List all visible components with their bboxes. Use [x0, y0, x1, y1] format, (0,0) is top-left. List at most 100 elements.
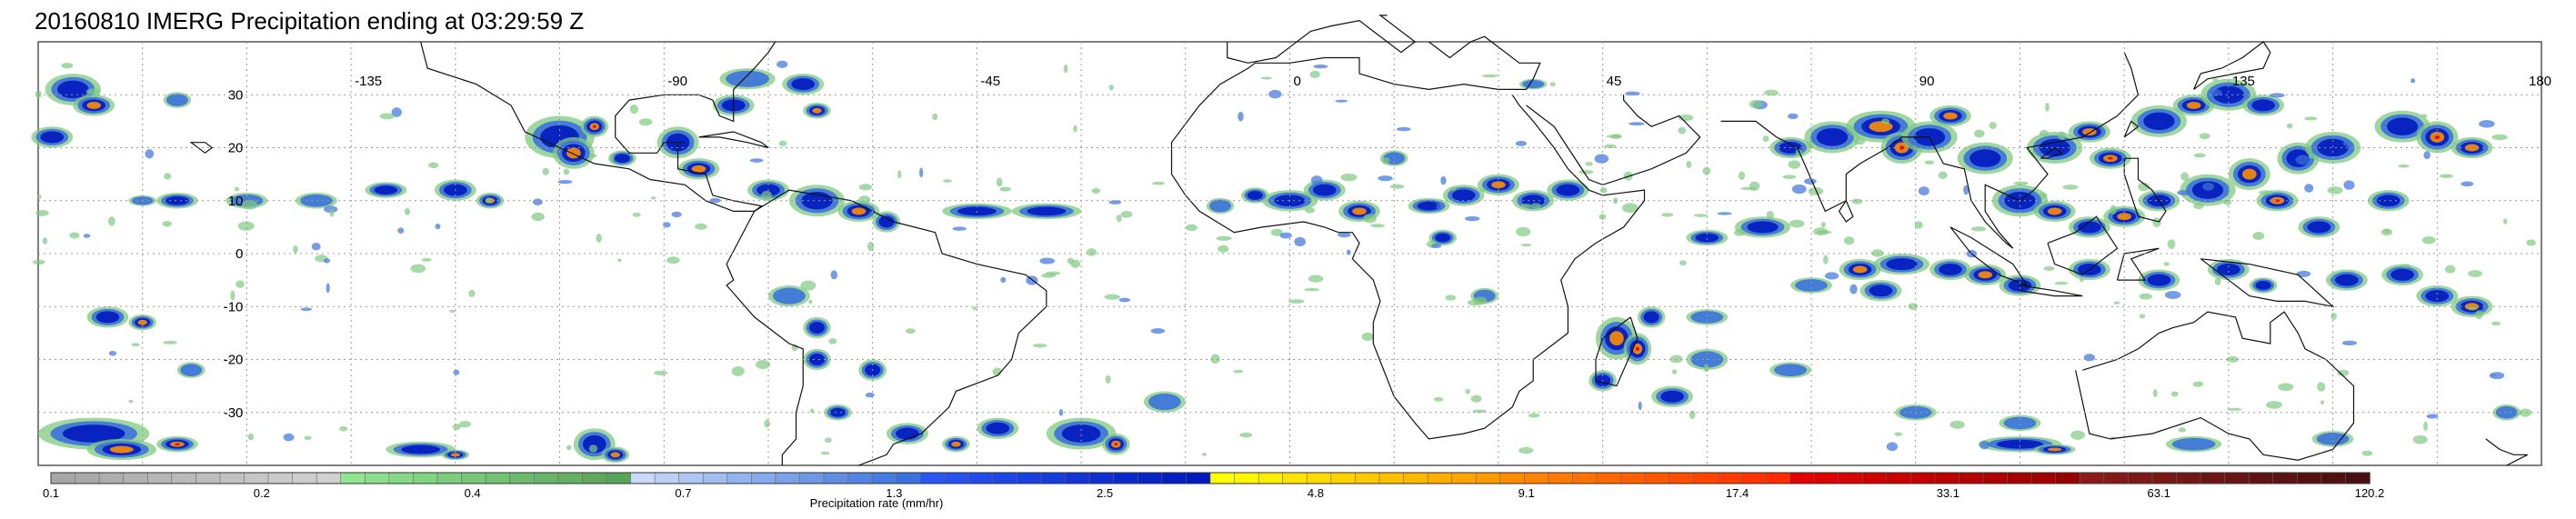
colorbar-swatch [1838, 472, 1863, 484]
colorbar-swatch [1186, 472, 1211, 484]
lat-label: 20 [228, 141, 244, 156]
colorbar-swatch [267, 472, 294, 484]
lat-label: -10 [224, 299, 244, 314]
colorbar-swatch [1982, 472, 2009, 484]
colorbar-tick-label: 120.2 [2354, 486, 2385, 500]
colorbar-title: Precipitation rate (mm/hr) [809, 496, 944, 510]
colorbar-tick-label: 2.5 [1097, 486, 1114, 500]
colorbar-swatch [1451, 472, 1477, 484]
colorbar-swatch [1475, 472, 1501, 484]
colorbar-tick-label: 17.4 [1725, 486, 1749, 500]
colorbar-swatch [2248, 472, 2274, 484]
colorbar-swatch [582, 472, 607, 484]
colorbar-swatch [630, 472, 656, 484]
colorbar-swatch [992, 472, 1018, 484]
colorbar-swatch [2128, 472, 2153, 484]
colorbar-swatch [1548, 472, 1574, 484]
colorbar-tick-label: 63.1 [2147, 486, 2170, 500]
colorbar-swatch [654, 472, 680, 484]
colorbar-swatch [2151, 472, 2178, 484]
colorbar-swatch [1330, 472, 1357, 484]
colorbar-swatch [1499, 472, 1526, 484]
lat-label: 30 [228, 87, 244, 103]
colorbar-tick-label: 1.3 [886, 486, 903, 500]
colorbar-swatch [557, 472, 584, 484]
colorbar-swatch [1282, 472, 1308, 484]
lon-label: -90 [667, 74, 687, 89]
colorbar-swatch [968, 472, 994, 484]
colorbar-swatch [1355, 472, 1380, 484]
colorbar-swatch [50, 472, 76, 484]
colorbar-swatch [1234, 472, 1259, 484]
lon-label: -45 [980, 74, 1000, 89]
lon-label: 45 [1607, 74, 1622, 89]
colorbar-tick-label: 9.1 [1518, 486, 1535, 500]
lon-label: 0 [1294, 74, 1301, 89]
colorbar-swatch [1378, 472, 1405, 484]
colorbar-swatch [388, 472, 415, 484]
colorbar-swatch [1088, 472, 1115, 484]
lon-label: 180 [2529, 74, 2551, 89]
colorbar-tick-label: 0.4 [464, 486, 481, 500]
lat-label: 0 [236, 246, 243, 262]
colorbar-swatch [1209, 472, 1236, 484]
colorbar-swatch [919, 472, 946, 484]
colorbar-swatch [509, 472, 536, 484]
lat-label: -30 [224, 405, 244, 421]
colorbar-swatch [871, 472, 897, 484]
colorbar-swatch [533, 472, 559, 484]
colorbar-swatch [1644, 472, 1670, 484]
colorbar-swatch [123, 472, 149, 484]
colorbar-swatch [2200, 472, 2226, 484]
colorbar-swatch [727, 472, 753, 484]
colorbar-swatch [2007, 472, 2032, 484]
colorbar-swatch [98, 472, 125, 484]
colorbar-swatch [2176, 472, 2201, 484]
colorbar-tick-label: 0.1 [42, 486, 60, 500]
colorbar-swatch [1717, 472, 1743, 484]
coastlines [189, 15, 2528, 466]
colorbar-swatch [1161, 472, 1188, 484]
colorbar-swatch [823, 472, 849, 484]
lat-label: 10 [228, 194, 244, 209]
lon-label: 135 [2232, 74, 2255, 89]
colorbar-swatch [1959, 472, 1984, 484]
colorbar-swatch [896, 472, 922, 484]
colorbar-swatch [2055, 472, 2081, 484]
colorbar-swatch [2272, 472, 2299, 484]
colorbar-swatch [219, 472, 246, 484]
colorbar-swatch [1017, 472, 1042, 484]
colorbar-swatch [75, 472, 100, 484]
colorbar-swatch [1040, 472, 1067, 484]
colorbar-swatch [316, 472, 342, 484]
colorbar-swatch [1692, 472, 1719, 484]
graticule-labels: -135 -90 -45 0 45 90 135 180 30 20 10 0 -10 -20 -30 [224, 74, 2551, 421]
colorbar-swatch [1306, 472, 1332, 484]
colorbar-swatch [1524, 472, 1549, 484]
colorbar-swatch [1765, 472, 1791, 484]
colorbar-tick-label: 0.7 [675, 486, 692, 500]
colorbar-swatch [702, 472, 728, 484]
colorbar-tick-label: 0.2 [253, 486, 270, 500]
colorbar-swatch [340, 472, 366, 484]
colorbar-swatch [1258, 472, 1284, 484]
colorbar-swatch [1934, 472, 1960, 484]
colorbar-swatch [1403, 472, 1428, 484]
colorbar-swatch [847, 472, 873, 484]
colorbar-swatch [2224, 472, 2250, 484]
colorbar-swatch [292, 472, 317, 484]
lon-label: 90 [1919, 74, 1935, 89]
colorbar-swatch [2079, 472, 2105, 484]
colorbar-swatch [606, 472, 632, 484]
colorbar-swatch [678, 472, 704, 484]
colorbar-tick-label: 4.8 [1307, 486, 1324, 500]
colorbar-swatch [171, 472, 197, 484]
colorbar-swatch [1572, 472, 1598, 484]
colorbar-swatch [2297, 472, 2322, 484]
colorbar [50, 472, 2371, 484]
colorbar-swatch [751, 472, 777, 484]
colorbar-swatch [1886, 472, 1912, 484]
colorbar-swatch [1427, 472, 1453, 484]
colorbar-swatch [436, 472, 463, 484]
